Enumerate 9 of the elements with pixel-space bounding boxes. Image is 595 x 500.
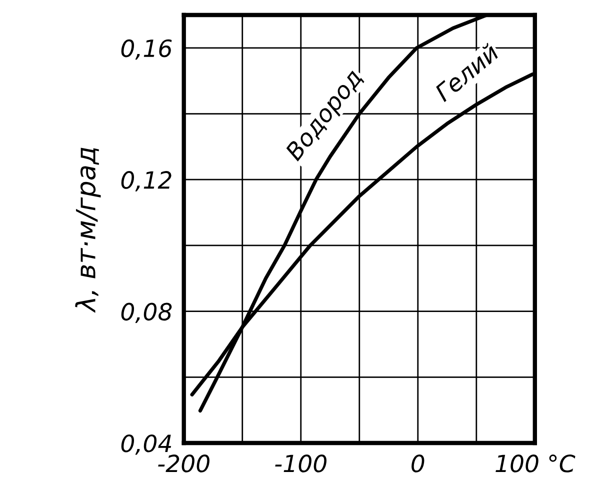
y-tick-label: 0,08 (121, 302, 172, 324)
y-tick-label: 0,16 (121, 39, 172, 60)
y-tick-label: 0,04 (121, 434, 172, 455)
x-tick-label: -100 (275, 454, 326, 472)
x-tick-label: 0 (412, 454, 424, 472)
y-tick-label: 0,12 (121, 171, 172, 192)
x-tick-label: 100 °C (496, 454, 576, 472)
y-axis-title: λ, вт·м/град (75, 148, 101, 313)
x-tick-label: -200 (158, 454, 210, 472)
